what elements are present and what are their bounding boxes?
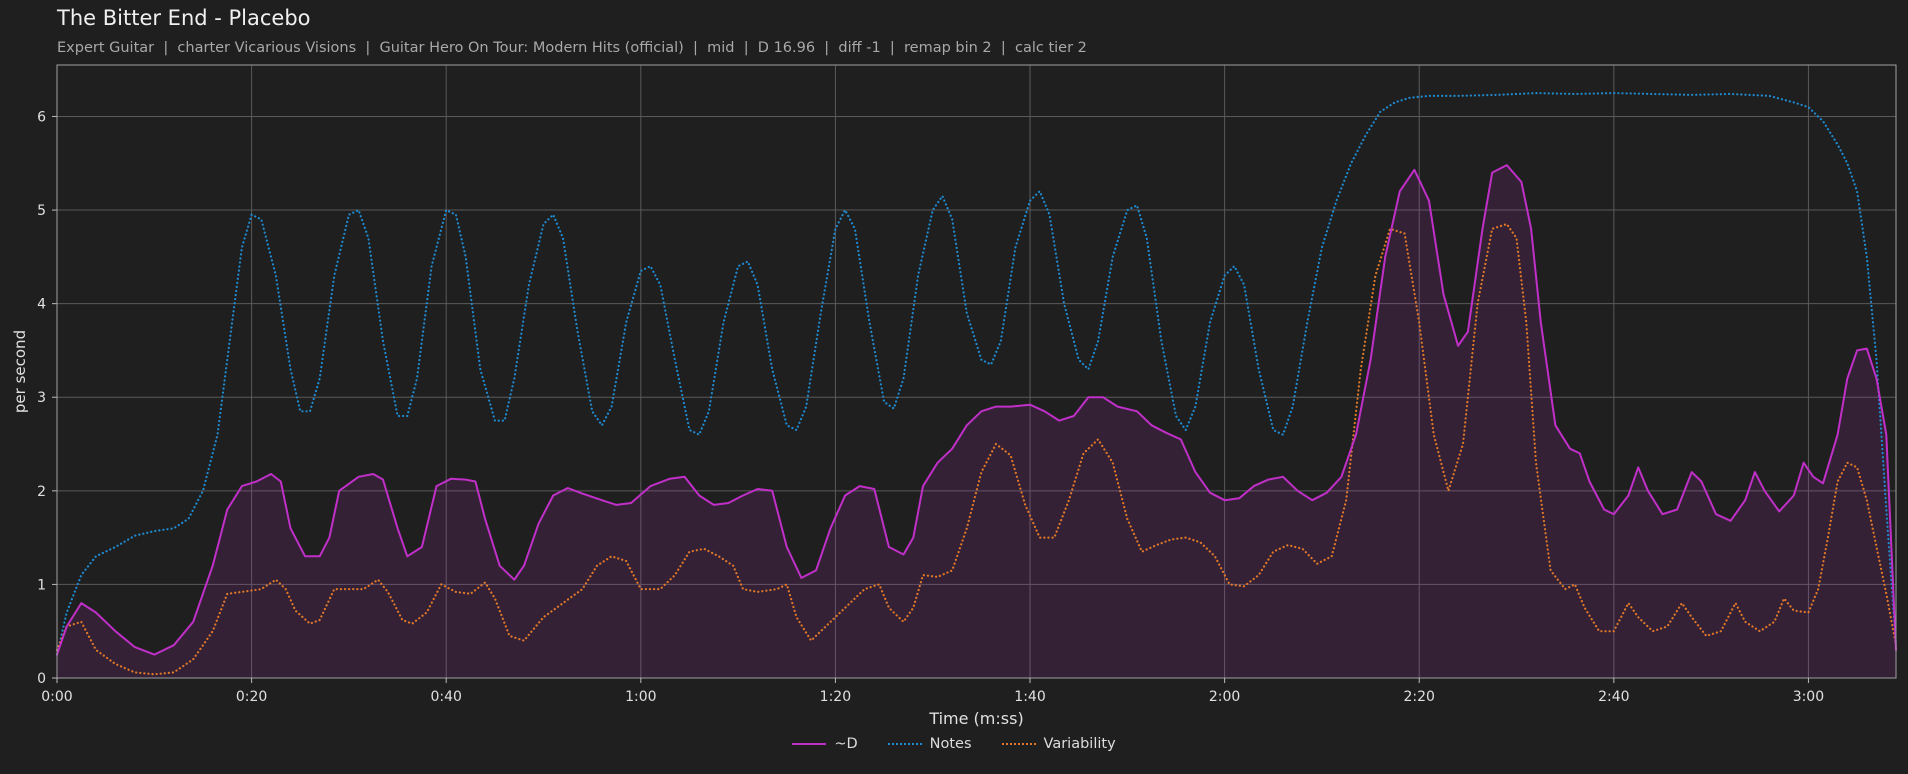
series-layer — [55, 92, 1898, 679]
grid-lines — [57, 65, 1896, 678]
x-tick-label: 2:20 — [1403, 689, 1434, 705]
legend: ~D Notes Variability — [0, 736, 1908, 752]
x-tick-label: 0:00 — [41, 689, 72, 705]
chart-title: The Bitter End - Placebo — [57, 6, 311, 30]
legend-item: Variability — [1001, 736, 1116, 752]
legend-swatch — [792, 743, 827, 745]
y-tick-label: 2 — [37, 484, 46, 500]
y-tick-label: 0 — [37, 671, 46, 687]
series-d-fill — [57, 165, 1896, 679]
x-tick-label: 0:20 — [236, 689, 267, 705]
y-tick-label: 6 — [37, 109, 46, 125]
x-tick-label: 2:00 — [1209, 689, 1240, 705]
x-axis-label: Time (m:ss) — [928, 709, 1023, 728]
chart: 0:00 0:20 0:40 1:00 1:20 1:40 2:00 2:20 2:40 3:00… — [11, 64, 1898, 728]
x-tick-label: 2:40 — [1598, 689, 1629, 705]
x-tick-label: 1:20 — [820, 689, 851, 705]
y-tick-label: 5 — [37, 203, 46, 219]
chart-subtitle: Expert Guitar | charter Vicarious Vision… — [57, 40, 1087, 56]
y-axis-ticks: 0 1 2 3 4 5 6 — [37, 109, 57, 687]
x-tick-label: 3:00 — [1793, 689, 1824, 705]
legend-label: Variability — [1043, 736, 1116, 752]
legend-item: Notes — [887, 736, 972, 752]
legend-swatch — [887, 743, 922, 745]
x-axis-ticks: 0:00 0:20 0:40 1:00 1:20 1:40 2:00 2:20 2:40 3:00 — [41, 678, 1824, 705]
plot-frame — [56, 64, 1897, 679]
legend-label: Notes — [929, 736, 972, 752]
series-line-notes — [55, 92, 1898, 656]
x-tick-label: 1:00 — [625, 689, 656, 705]
y-tick-label: 1 — [37, 577, 46, 593]
y-tick-label: 4 — [37, 297, 46, 313]
y-tick-label: 3 — [37, 390, 46, 406]
series-line-variability — [55, 223, 1898, 676]
y-axis-label: per second — [11, 330, 29, 413]
series-line-d — [56, 164, 1897, 656]
legend-swatch — [1001, 743, 1036, 745]
x-tick-label: 1:40 — [1014, 689, 1045, 705]
legend-item: ~D — [792, 736, 858, 752]
x-tick-label: 0:40 — [430, 689, 461, 705]
legend-label: ~D — [834, 736, 858, 752]
